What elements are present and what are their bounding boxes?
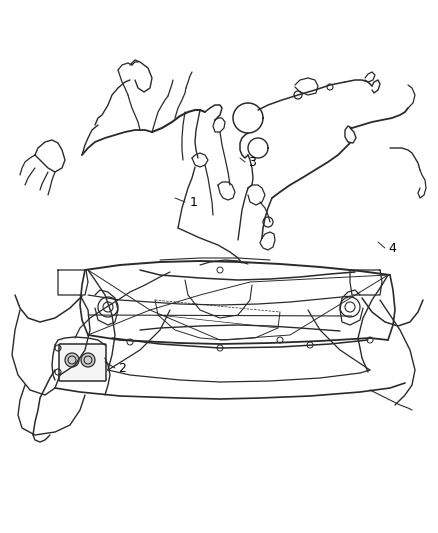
Text: 2: 2	[118, 361, 126, 375]
Circle shape	[65, 353, 79, 367]
Text: 4: 4	[388, 241, 396, 254]
Text: 3: 3	[248, 156, 256, 168]
Circle shape	[81, 353, 95, 367]
FancyBboxPatch shape	[59, 344, 106, 381]
Text: 1: 1	[190, 196, 198, 208]
